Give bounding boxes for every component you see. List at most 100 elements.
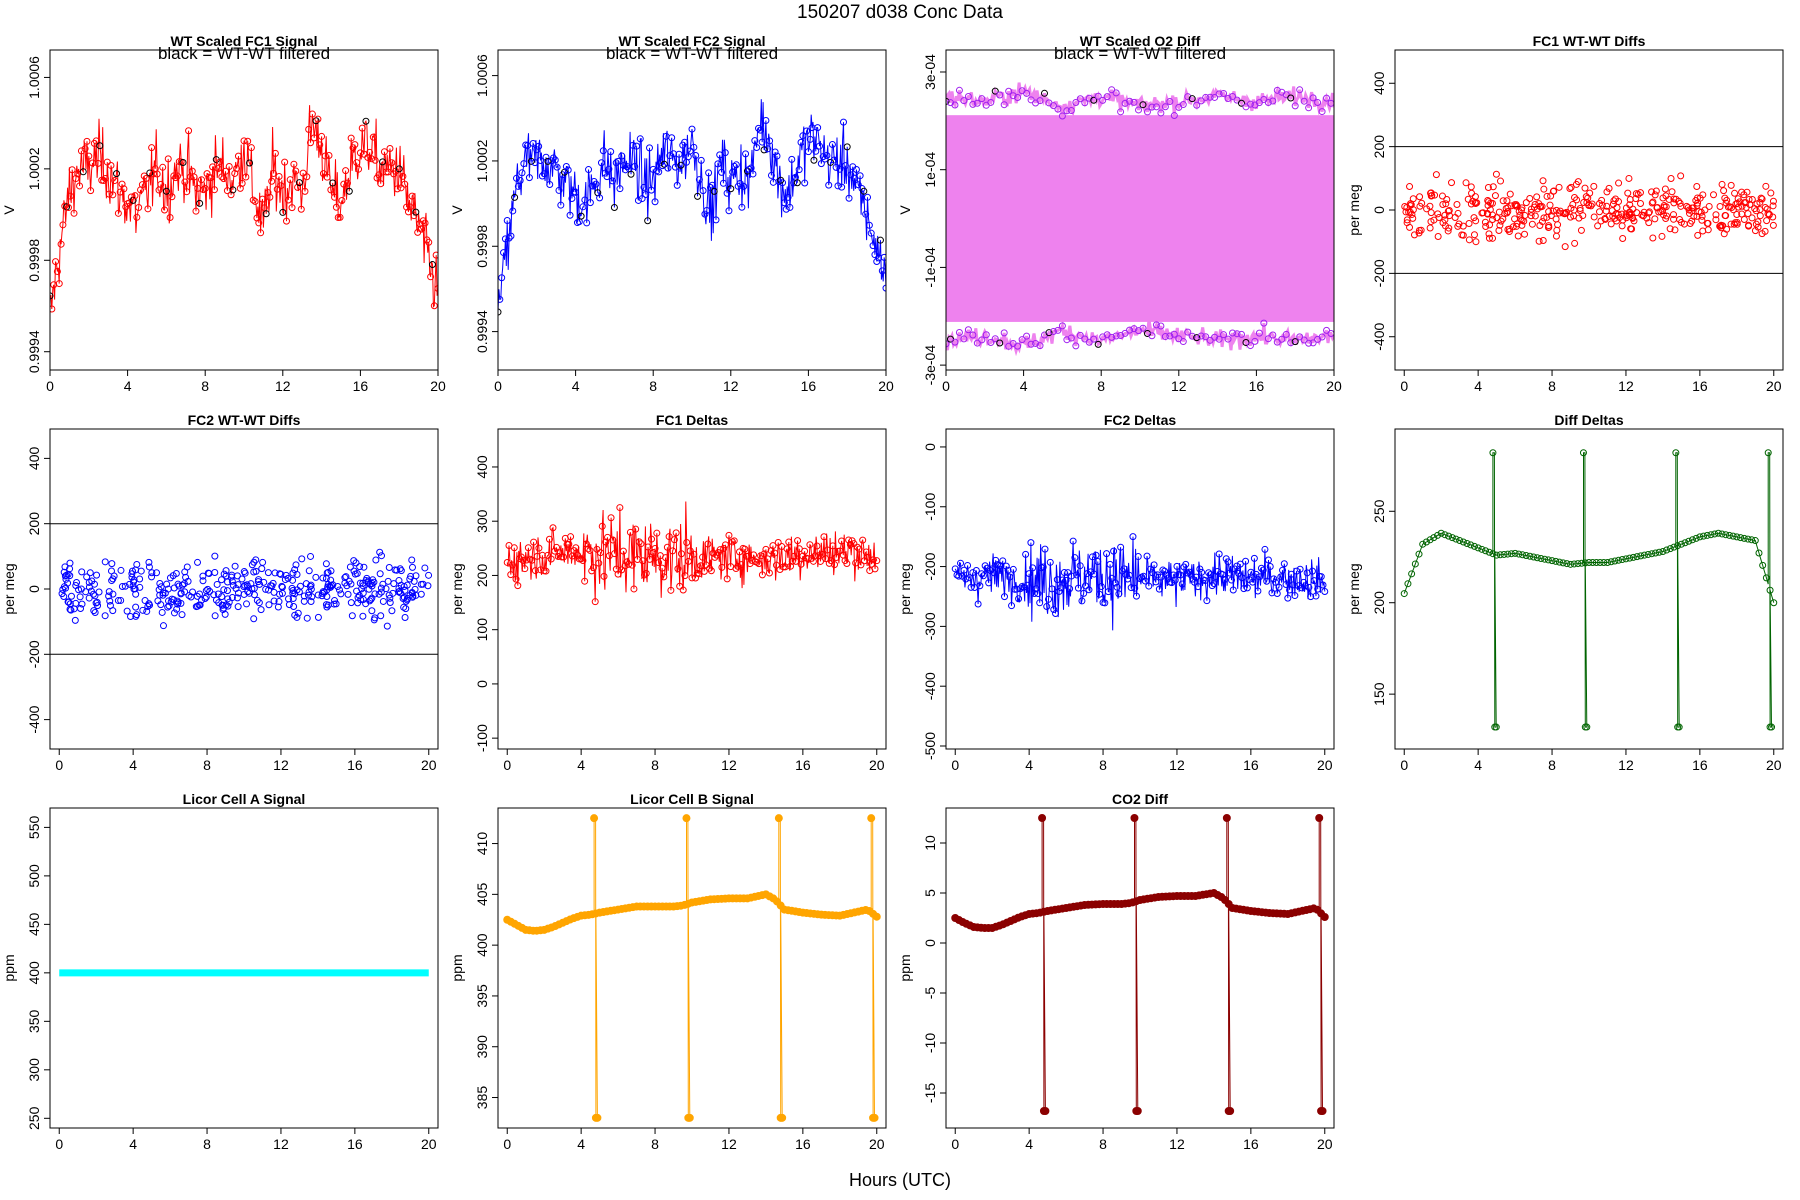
data-point <box>1465 236 1473 244</box>
data-point <box>1685 537 1693 545</box>
data-point <box>1648 199 1656 207</box>
data-point <box>1705 202 1713 210</box>
data-point <box>1321 588 1329 596</box>
data-point <box>284 196 292 204</box>
data-point <box>1081 582 1089 590</box>
data-point <box>1689 204 1697 212</box>
data-point <box>766 137 774 145</box>
plot-area <box>503 501 881 606</box>
y-axis-title: V <box>449 205 465 215</box>
data-point <box>320 588 328 596</box>
data-point <box>765 569 773 577</box>
data-point <box>318 592 326 600</box>
data-point <box>367 596 375 604</box>
data-point <box>233 594 241 602</box>
data-point <box>620 162 628 170</box>
y-tick-label: 250 <box>26 1106 42 1130</box>
data-point <box>1615 179 1623 187</box>
data-point <box>351 141 359 149</box>
data-point <box>1473 199 1481 207</box>
data-point <box>1220 331 1228 339</box>
data-point <box>1714 529 1722 537</box>
y-tick-label: 0 <box>1371 206 1387 214</box>
data-point <box>557 201 565 209</box>
data-point <box>270 169 278 177</box>
data-point <box>1069 537 1077 545</box>
data-point <box>1294 582 1302 590</box>
data-point <box>368 594 376 602</box>
data-point <box>536 156 544 164</box>
data-point <box>336 213 344 221</box>
data-point <box>878 267 886 275</box>
y-tick-label: 395 <box>474 984 490 1008</box>
data-point <box>1492 723 1500 731</box>
data-point <box>758 571 766 579</box>
data-point <box>314 115 322 123</box>
data-point <box>867 229 875 237</box>
data-point <box>1048 585 1056 593</box>
data-point <box>199 186 207 194</box>
data-point <box>677 161 685 169</box>
data-point <box>1184 328 1192 336</box>
data-point <box>1327 330 1334 338</box>
x-tick-label: 0 <box>55 757 63 773</box>
data-point <box>1733 533 1741 541</box>
data-point <box>672 529 680 537</box>
data-point <box>1522 199 1530 207</box>
data-point <box>1122 571 1130 579</box>
data-point <box>1130 325 1138 333</box>
panel-title: FC2 Deltas <box>1104 412 1177 428</box>
data-point <box>65 598 73 606</box>
data-point <box>291 566 299 574</box>
data-point <box>1081 99 1089 107</box>
data-point <box>1400 590 1408 598</box>
data-point <box>1740 534 1748 542</box>
data-point <box>555 186 563 194</box>
data-point <box>66 572 74 580</box>
data-point <box>784 193 792 201</box>
data-point <box>1703 531 1711 539</box>
data-point <box>174 600 182 608</box>
data-point <box>178 611 186 619</box>
data-point <box>554 553 562 561</box>
panel-annotation: black = WT-WT filtered <box>606 44 778 63</box>
panel-title: Licor Cell A Signal <box>183 791 306 807</box>
data-point <box>749 170 757 178</box>
y-tick-label: 5 <box>922 889 938 897</box>
x-tick-label: 16 <box>1692 757 1708 773</box>
data-point <box>843 560 851 568</box>
data-point <box>386 599 394 607</box>
data-point <box>1309 339 1317 347</box>
data-point <box>296 582 304 590</box>
data-point <box>583 219 591 227</box>
data-point <box>519 556 527 564</box>
data-point <box>860 187 868 195</box>
data-point <box>568 195 576 203</box>
x-tick-label: 0 <box>951 757 959 773</box>
x-tick-label: 16 <box>1692 378 1708 394</box>
data-point <box>214 165 222 173</box>
data-point <box>407 572 415 580</box>
data-point <box>1566 213 1574 221</box>
panel-frame <box>49 428 439 750</box>
data-point <box>1022 550 1030 558</box>
data-point <box>1215 335 1223 343</box>
data-point <box>757 552 765 560</box>
data-point <box>1553 226 1561 234</box>
data-point <box>1763 217 1771 225</box>
data-point <box>1737 534 1745 542</box>
data-point <box>1495 226 1503 234</box>
data-point <box>291 611 299 619</box>
data-point <box>337 590 345 598</box>
data-point <box>1644 550 1652 558</box>
data-point <box>832 163 840 171</box>
data-point <box>52 258 60 266</box>
data-point <box>1085 586 1093 594</box>
data-point <box>628 561 636 569</box>
data-point <box>753 558 761 566</box>
data-point <box>1264 99 1272 107</box>
data-point <box>1318 1107 1327 1115</box>
data-point <box>1291 592 1299 600</box>
data-point <box>264 569 272 577</box>
data-point <box>1014 342 1022 350</box>
